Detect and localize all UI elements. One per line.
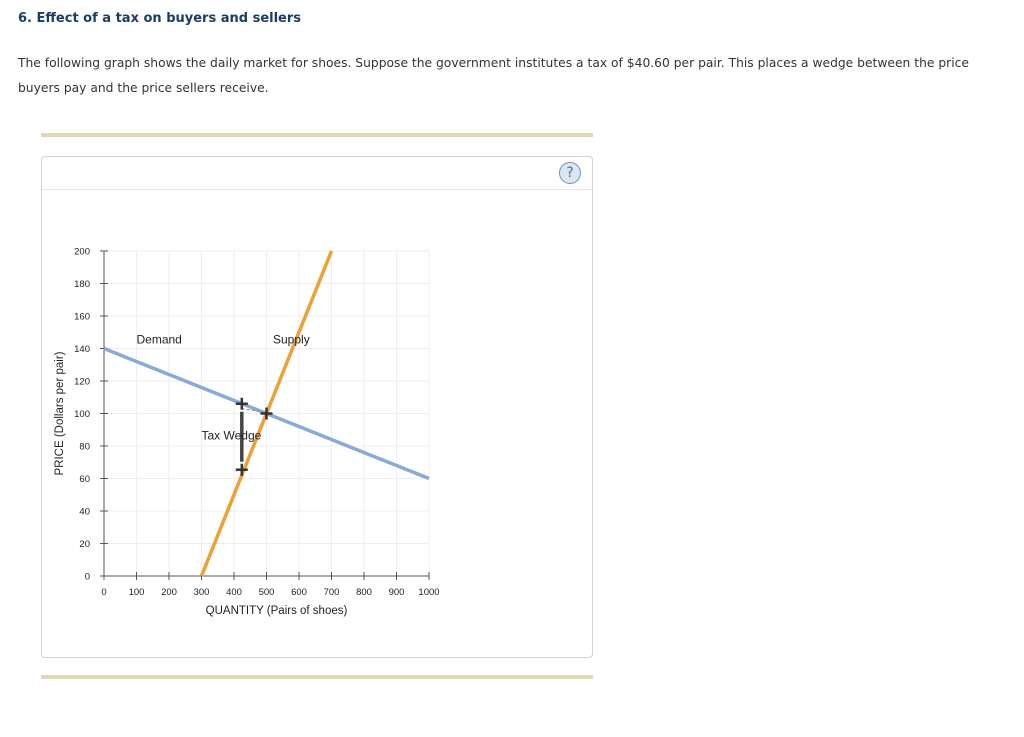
point-marker-buyers-price [235,397,248,410]
x-tick-label: 600 [291,587,307,598]
top-divider [41,133,593,137]
y-tick-label: 0 [85,572,90,583]
x-tick-label: 0 [101,587,106,598]
x-tick-label: 500 [259,587,275,598]
x-tick-label: 1000 [418,587,439,598]
y-tick-label: 60 [79,474,90,485]
y-axis-label: PRICE (Dollars per pair) [54,351,66,475]
point-marker-sellers-price [235,463,248,476]
question-text: The following graph shows the daily mark… [18,56,969,95]
x-tick-label: 300 [194,587,210,598]
help-icon[interactable]: ? [559,162,581,184]
annotation-demand: Demand [137,333,182,347]
x-tick-label: 100 [129,587,145,598]
tax-wedge-connector [241,408,263,412]
y-tick-label: 40 [79,507,90,518]
bottom-divider [41,675,593,679]
question-title: 6. Effect of a tax on buyers and sellers [18,11,302,26]
panel-header: ? [42,157,592,190]
x-tick-label: 700 [324,587,340,598]
x-tick-label: 800 [356,587,372,598]
x-tick-label: 200 [161,587,177,598]
y-tick-label: 160 [74,312,90,323]
x-tick-label: 900 [389,587,405,598]
y-tick-label: 80 [79,442,90,453]
graph-panel: ? [41,156,593,658]
y-tick-label: 120 [74,377,90,388]
annotation-tax-wedge: Tax Wedge [202,429,262,443]
x-axis-label: QUANTITY (Pairs of shoes) [206,605,348,617]
x-tick-label: 400 [226,587,242,598]
y-tick-label: 100 [74,409,90,420]
point-marker-equilibrium [260,407,273,420]
y-tick-label: 180 [74,279,90,290]
y-tick-label: 140 [74,344,90,355]
y-tick-label: 20 [79,539,90,550]
y-tick-label: 200 [74,247,90,258]
annotation-supply: Supply [273,333,310,347]
